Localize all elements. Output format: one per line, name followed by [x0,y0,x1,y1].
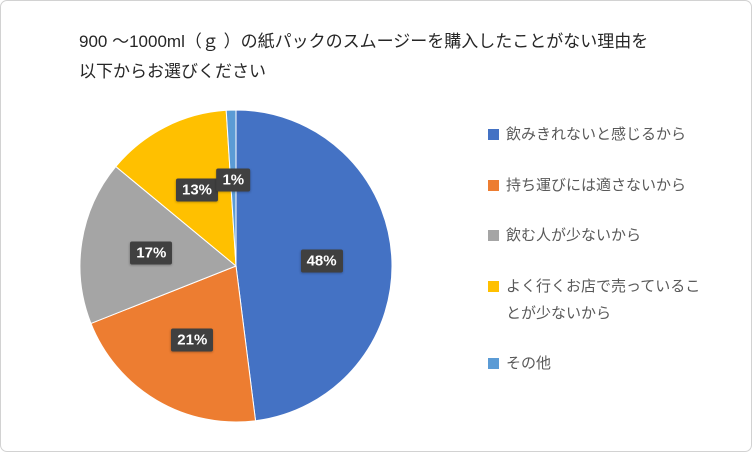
legend-label: よく行くお店で売っていることが少ないから [506,277,701,322]
legend-marker-icon [488,179,499,191]
legend-label: その他 [506,355,552,372]
legend-item-4: よく行くお店で売っていることが少ないから [488,273,740,327]
legend-item-3: 飲む人が少ないから [488,222,740,249]
pie-svg [79,109,393,423]
legend: 飲みきれないと感じるから 持ち運びには適さないから 飲む人が少ないからよく行くお店で… [488,121,740,377]
pie-chart: 48% 21% 17% 13% 1% [71,101,401,431]
legend-item-5: その他 [488,350,740,377]
legend-marker-icon [488,358,499,369]
legend-label: 持ち運びには適さないから [506,176,687,194]
legend-marker-icon [488,230,499,241]
legend-label: 飲む人が少ないから [506,227,642,244]
legend-marker-icon [488,280,499,292]
legend-item-2: 持ち運びには適さないから [488,172,740,199]
chart-title: 900 〜1000ml（ｇ ）の紙パックのスムージーを購入したことがない理由を … [79,32,649,81]
pie-slice-1 [235,109,393,422]
legend-label: 飲みきれないと感じるから [506,126,687,143]
pie-slice-4 [115,109,237,268]
legend-marker-icon [488,129,499,140]
legend-item-1: 飲みきれないと感じるから [488,121,740,148]
